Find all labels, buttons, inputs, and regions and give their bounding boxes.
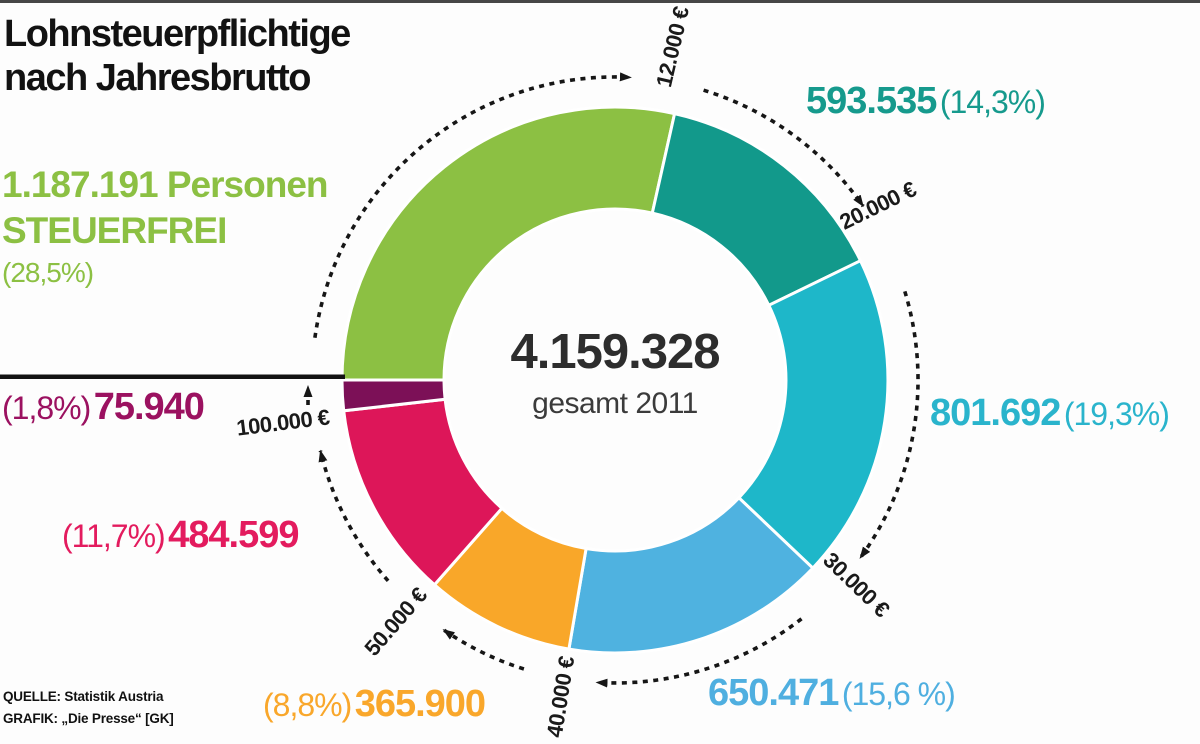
- arc-arrow-bis-50000: [442, 628, 525, 671]
- value-bis-50000: 365.900: [354, 683, 486, 725]
- segment-label-bis-100000: (11,7%) 484.599: [62, 514, 300, 557]
- total-value: 4.159.328: [510, 325, 721, 379]
- steuerfrei-caption: STEUERFREI: [2, 210, 227, 252]
- segment-bis-30000: [736, 258, 890, 571]
- value-bis-100000: 484.599: [168, 514, 299, 556]
- percent-ueber-100000: (1,8%): [2, 390, 91, 426]
- source-grafik: GRAFIK: „Die Presse“ [GK]: [3, 710, 174, 726]
- percent-bis-40000: (15,6 %): [841, 676, 956, 712]
- source-credit: QUELLE: Statistik Austria GRAFIK: „Die P…: [3, 686, 174, 729]
- segment-label-bis-50000: (8,8%) 365.900: [263, 683, 486, 726]
- percent-bis-100000: (11,7%): [62, 518, 166, 554]
- segment-ueber-100000: [340, 378, 447, 413]
- segment-label-bis-20000: 593.535 (14,3%): [806, 80, 1046, 123]
- segment-label-bis-30000: 801.692 (19,3%): [930, 392, 1170, 435]
- chart-title: Lohnsteuerpflichtige nach Jahresbrutto: [4, 12, 351, 101]
- segment-steuerfrei: [340, 105, 677, 382]
- arc-arrow-steuerfrei: [313, 72, 632, 339]
- value-bis-20000: 593.535: [806, 80, 937, 122]
- arc-arrow-bis-30000: [858, 290, 920, 560]
- steuerfrei-value: 1.187.191 Personen: [2, 164, 328, 205]
- arc-arrow-bis-20000: [703, 88, 865, 208]
- percent-bis-30000: (19,3%): [1063, 396, 1170, 432]
- chart-title-line1: Lohnsteuerpflichtige: [4, 13, 351, 55]
- center-total: 4.159.328: [510, 324, 721, 380]
- chart-title-line2: nach Jahresbrutto: [4, 57, 312, 100]
- value-bis-30000: 801.692: [930, 392, 1061, 434]
- segment-label-bis-40000: 650.471 (15,6 %): [708, 672, 956, 715]
- value-ueber-100000: 75.940: [93, 386, 205, 428]
- center-subtitle: gesamt 2011: [532, 387, 698, 420]
- source-quelle: QUELLE: Statistik Austria: [3, 689, 164, 704]
- arc-arrow-bis-100000: [318, 449, 390, 582]
- steuerfrei-percent: (28,5%): [2, 256, 94, 288]
- value-bis-40000: 650.471: [708, 672, 839, 714]
- percent-bis-20000: (14,3%): [939, 84, 1046, 120]
- segment-label-steuerfrei: 1.187.191 Personen STEUERFREI (28,5%): [2, 162, 328, 289]
- segment-label-ueber-100000: (1,8%) 75.940: [2, 386, 205, 429]
- percent-bis-50000: (8,8%): [263, 687, 352, 723]
- top-rule-divider: [0, 0, 1200, 3]
- arc-arrow-bis-40000: [595, 617, 803, 688]
- pointer-line-ueber-100000: [0, 374, 345, 379]
